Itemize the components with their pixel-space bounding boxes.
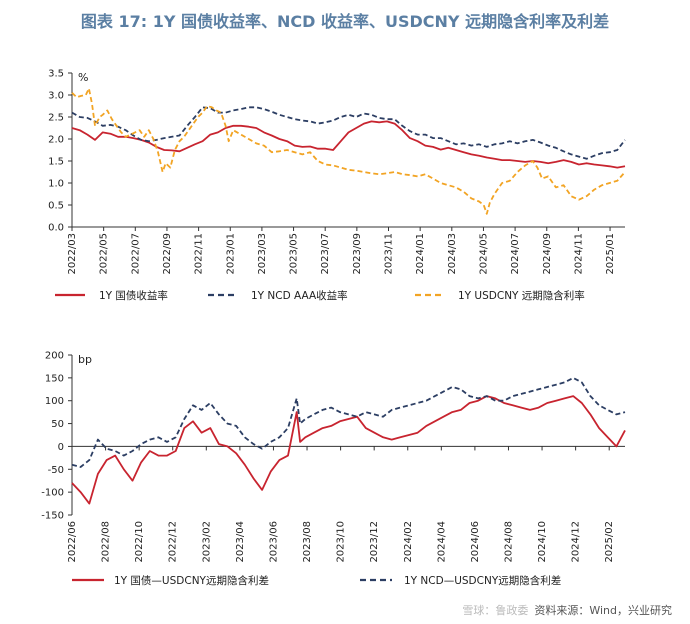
y-tick-label: 2.0	[48, 135, 64, 146]
legend-label-treasury-spread: 1Y 国债—USDCNY远期隐含利差	[114, 574, 269, 587]
x-tick-label: 2023/04	[235, 521, 246, 563]
series-line-1	[71, 106, 626, 160]
y-tick-label: 1.0	[48, 179, 64, 190]
bottom-axes	[71, 355, 625, 515]
x-tick-label: 2023/09	[352, 233, 363, 275]
top-x-ticks: 2022/03 2022/05 2022/07 2022/09 2022/11 2023/…	[67, 227, 616, 275]
x-tick-label: 2022/09	[162, 233, 173, 275]
series-line-0	[71, 395, 626, 505]
y-tick-label: 1.5	[48, 157, 64, 168]
x-tick-label: 2022/05	[99, 233, 110, 275]
y-tick-label: 50	[51, 419, 64, 430]
top-y-ticks: 3.5 3.0 2.5 2.0 1.5 1.0 0.5 0.0	[48, 69, 72, 234]
x-tick-label: 2024/07	[510, 233, 521, 275]
y-tick-label: 0	[58, 442, 64, 453]
legend-label-1y-treasury: 1Y 国债收益率	[99, 289, 168, 302]
x-tick-label: 2024/04	[436, 521, 447, 563]
y-tick-label: -150	[41, 511, 64, 522]
x-tick-label: 2023/11	[384, 233, 395, 275]
x-tick-label: 2024/02	[403, 521, 414, 563]
x-tick-label: 2022/08	[101, 521, 112, 563]
x-tick-label: 2024/01	[415, 233, 426, 275]
x-tick-label: 2023/10	[336, 521, 347, 563]
x-tick-label: 2023/12	[369, 521, 380, 563]
x-tick-label: 2023/06	[268, 521, 279, 563]
x-tick-label: 2022/07	[130, 233, 141, 275]
bottom-y-ticks: 200 150 100 50 0 -50 -100 -150	[41, 351, 72, 522]
series-line-1	[71, 377, 626, 468]
x-tick-label: 2023/02	[201, 521, 212, 563]
figure-title: 图表 17: 1Y 国债收益率、NCD 收益率、USDCNY 远期隐含利率及利差	[80, 12, 610, 31]
x-tick-label: 2024/09	[542, 233, 553, 275]
x-tick-label: 2023/01	[225, 233, 236, 275]
series-line-2	[71, 87, 626, 215]
x-tick-label: 2023/08	[302, 521, 313, 563]
bottom-series	[71, 377, 626, 505]
x-tick-label: 2023/03	[257, 233, 268, 275]
top-series	[71, 87, 626, 215]
x-tick-label: 2025/02	[604, 521, 615, 563]
x-tick-label: 2024/03	[447, 233, 458, 275]
x-tick-label: 2023/05	[289, 233, 300, 275]
legend-label-ncd: 1Y NCD AAA收益率	[251, 289, 348, 302]
x-tick-label: 2022/11	[194, 233, 205, 275]
legend-label-ncd-spread: 1Y NCD—USDCNY远期隐含利差	[404, 574, 561, 587]
source-text: 资料来源：Wind，兴业研究	[534, 604, 672, 617]
x-tick-label: 2025/01	[605, 233, 616, 275]
top-chart: % 3.53.02.52.01.51.00.50.0 2022/03 2022/0…	[48, 69, 626, 302]
x-tick-label: 2022/06	[67, 521, 78, 563]
top-legend: 1Y 国债收益率 1Y NCD AAA收益率 1Y USDCNY 远期隐含利率	[55, 289, 585, 302]
x-tick-label: 2024/10	[537, 521, 548, 563]
y-tick-label: 150	[45, 373, 64, 384]
y-tick-label: 3.0	[48, 91, 64, 102]
top-unit-label: %	[78, 71, 88, 84]
x-tick-label: 2022/10	[134, 521, 145, 563]
y-tick-label: 3.5	[48, 69, 64, 80]
y-tick-label: -50	[48, 465, 64, 476]
y-tick-label: 0.5	[48, 201, 64, 212]
x-tick-label: 2024/05	[478, 233, 489, 275]
y-tick-label: 200	[45, 351, 64, 362]
watermark: 雪球：鲁政委	[462, 604, 529, 617]
x-tick-label: 2024/08	[503, 521, 514, 563]
x-tick-label: 2023/07	[320, 233, 331, 275]
x-tick-label: 2022/12	[168, 521, 179, 563]
y-tick-label: 100	[45, 396, 64, 407]
bottom-unit-label: bp	[78, 353, 92, 366]
x-tick-label: 2024/12	[571, 521, 582, 563]
bottom-legend: 1Y 国债—USDCNY远期隐含利差 1Y NCD—USDCNY远期隐含利差	[72, 574, 561, 587]
top-axes	[71, 73, 625, 228]
y-tick-label: 0.0	[48, 223, 64, 234]
y-tick-label: 2.5	[48, 113, 64, 124]
x-tick-label: 2024/06	[470, 521, 481, 563]
x-tick-label: 2024/11	[573, 233, 584, 275]
x-tick-label: 2022/03	[67, 233, 78, 275]
bottom-x-ticks: 2022/06 2022/08 2022/10 2022/12 2023/02 2023/…	[67, 446, 615, 563]
y-tick-label: -100	[41, 488, 64, 499]
source-note: 雪球：鲁政委 资料来源：Wind，兴业研究	[462, 602, 672, 618]
legend-label-usdcny: 1Y USDCNY 远期隐含利率	[458, 289, 585, 302]
